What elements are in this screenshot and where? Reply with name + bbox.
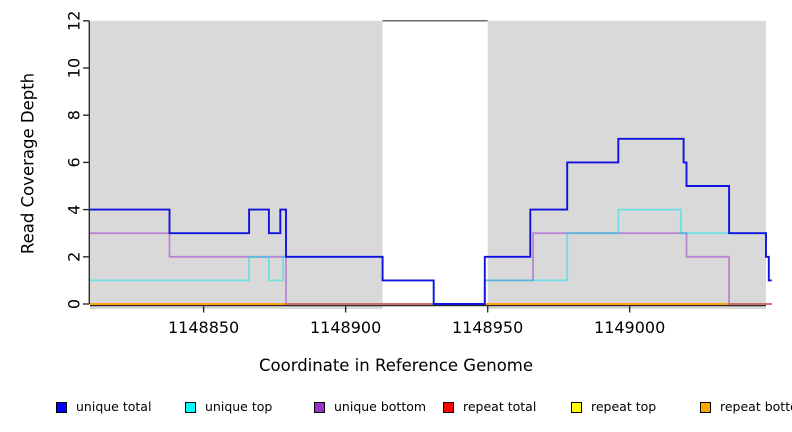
y-tick-label: 0 xyxy=(65,299,84,309)
x-tick-label: 1148850 xyxy=(168,318,239,337)
y-tick-label: 6 xyxy=(65,157,84,167)
y-tick-label: 8 xyxy=(65,110,84,120)
masked-region xyxy=(487,20,766,310)
y-tick-label: 12 xyxy=(65,11,84,31)
y-axis-title: Read Coverage Depth xyxy=(18,72,38,255)
x-tick-label: 1149000 xyxy=(594,318,665,337)
masked-region xyxy=(90,20,383,310)
y-tick-label: 10 xyxy=(65,58,84,78)
series-line-unique-total xyxy=(90,137,772,305)
y-tick-label: 4 xyxy=(65,205,84,215)
x-axis-title: Coordinate in Reference Genome xyxy=(258,356,534,375)
x-tick-label: 1148900 xyxy=(310,318,381,337)
y-tick-label: 2 xyxy=(65,252,84,262)
x-tick-label: 1148950 xyxy=(452,318,523,337)
